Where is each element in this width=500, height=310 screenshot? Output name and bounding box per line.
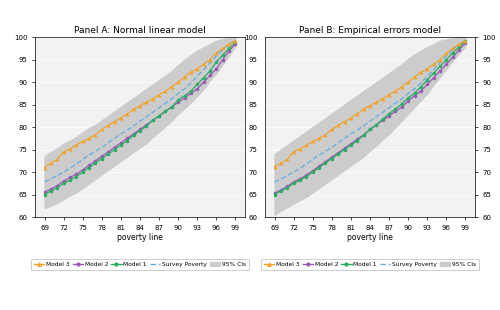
X-axis label: poverty line: poverty line <box>117 233 163 242</box>
Legend: Model 3, Model 2, Model 1, Survey Poverty, 95% CIs: Model 3, Model 2, Model 1, Survey Povert… <box>31 259 249 270</box>
X-axis label: poverty line: poverty line <box>347 233 393 242</box>
Title: Panel B: Empirical errors model: Panel B: Empirical errors model <box>299 26 441 35</box>
Title: Panel A: Normal linear model: Panel A: Normal linear model <box>74 26 206 35</box>
Legend: Model 3, Model 2, Model 1, Survey Poverty, 95% CIs: Model 3, Model 2, Model 1, Survey Povert… <box>261 259 479 270</box>
